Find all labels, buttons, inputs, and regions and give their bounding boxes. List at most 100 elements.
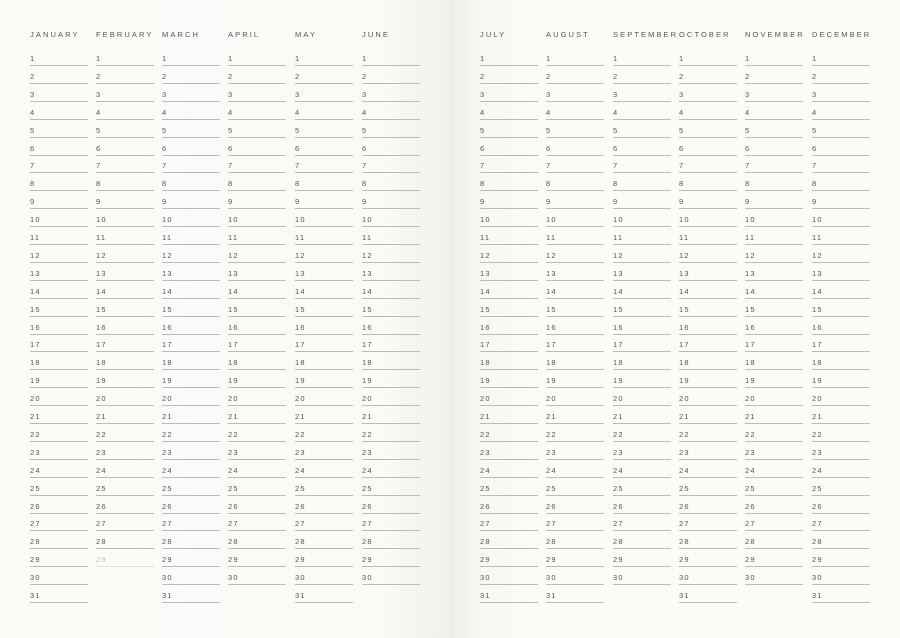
- day-entry-line[interactable]: 10: [812, 215, 870, 237]
- day-entry-line[interactable]: 1: [613, 54, 671, 76]
- day-entry-line[interactable]: 2: [613, 72, 671, 94]
- day-entry-line[interactable]: 25: [96, 484, 154, 506]
- day-entry-line[interactable]: 30: [228, 573, 286, 595]
- day-entry-line[interactable]: 13: [613, 269, 671, 291]
- day-entry-line[interactable]: 25: [30, 484, 88, 506]
- day-entry-line[interactable]: 9: [679, 197, 737, 219]
- day-entry-line[interactable]: 10: [162, 215, 220, 237]
- day-entry-line[interactable]: 20: [362, 394, 420, 416]
- day-entry-line[interactable]: 2: [745, 72, 803, 94]
- day-entry-line[interactable]: 18: [96, 358, 154, 380]
- day-entry-line[interactable]: 18: [362, 358, 420, 380]
- day-entry-line[interactable]: 24: [480, 466, 538, 488]
- day-entry-line[interactable]: 25: [679, 484, 737, 506]
- day-entry-line[interactable]: 28: [162, 537, 220, 559]
- day-entry-line[interactable]: 17: [546, 340, 604, 362]
- day-entry-line[interactable]: 23: [162, 448, 220, 470]
- day-entry-line[interactable]: 12: [812, 251, 870, 273]
- day-entry-line[interactable]: 14: [162, 287, 220, 309]
- day-entry-line[interactable]: 30: [812, 573, 870, 595]
- day-entry-line[interactable]: 3: [162, 90, 220, 112]
- day-entry-line[interactable]: 11: [96, 233, 154, 255]
- day-entry-line[interactable]: 26: [228, 502, 286, 524]
- day-entry-line[interactable]: 15: [162, 305, 220, 327]
- day-entry-line[interactable]: 16: [745, 323, 803, 345]
- day-entry-line[interactable]: 22: [295, 430, 353, 452]
- day-entry-line[interactable]: 28: [30, 537, 88, 559]
- day-entry-line[interactable]: 26: [679, 502, 737, 524]
- day-entry-line[interactable]: 2: [362, 72, 420, 94]
- day-entry-line[interactable]: 13: [745, 269, 803, 291]
- day-entry-line[interactable]: 15: [812, 305, 870, 327]
- day-entry-line[interactable]: 5: [228, 126, 286, 148]
- day-entry-line[interactable]: 21: [480, 412, 538, 434]
- day-entry-line[interactable]: 13: [96, 269, 154, 291]
- day-entry-line[interactable]: 28: [96, 537, 154, 559]
- day-entry-line[interactable]: 19: [679, 376, 737, 398]
- day-entry-line[interactable]: 10: [228, 215, 286, 237]
- day-entry-line[interactable]: 15: [228, 305, 286, 327]
- day-entry-line[interactable]: 22: [96, 430, 154, 452]
- day-entry-line[interactable]: 26: [295, 502, 353, 524]
- day-entry-line[interactable]: 5: [362, 126, 420, 148]
- day-entry-line[interactable]: 6: [228, 144, 286, 166]
- day-entry-line[interactable]: 18: [679, 358, 737, 380]
- day-entry-line[interactable]: 13: [30, 269, 88, 291]
- day-entry-line[interactable]: 5: [295, 126, 353, 148]
- day-entry-line[interactable]: 27: [162, 519, 220, 541]
- day-entry-line[interactable]: 8: [613, 179, 671, 201]
- day-entry-line[interactable]: 16: [96, 323, 154, 345]
- day-entry-line[interactable]: 19: [228, 376, 286, 398]
- day-entry-line[interactable]: 8: [30, 179, 88, 201]
- day-entry-line[interactable]: 11: [480, 233, 538, 255]
- day-entry-line[interactable]: 29: [480, 555, 538, 577]
- day-entry-line[interactable]: 28: [679, 537, 737, 559]
- day-entry-line[interactable]: 26: [362, 502, 420, 524]
- day-entry-line[interactable]: 11: [546, 233, 604, 255]
- day-entry-line[interactable]: 8: [96, 179, 154, 201]
- day-entry-line[interactable]: 7: [613, 161, 671, 183]
- day-entry-line[interactable]: 29: [295, 555, 353, 577]
- day-entry-line[interactable]: 21: [30, 412, 88, 434]
- day-entry-line[interactable]: 19: [96, 376, 154, 398]
- day-entry-line[interactable]: 3: [480, 90, 538, 112]
- day-entry-line[interactable]: 15: [679, 305, 737, 327]
- day-entry-line[interactable]: 22: [679, 430, 737, 452]
- day-entry-line[interactable]: 6: [362, 144, 420, 166]
- day-entry-line[interactable]: 30: [162, 573, 220, 595]
- day-entry-line[interactable]: 1: [162, 54, 220, 76]
- day-entry-line[interactable]: 7: [812, 161, 870, 183]
- day-entry-line[interactable]: 31: [679, 591, 737, 613]
- day-entry-line[interactable]: 29: [546, 555, 604, 577]
- day-entry-line[interactable]: 9: [546, 197, 604, 219]
- day-entry-line[interactable]: 10: [96, 215, 154, 237]
- day-entry-line[interactable]: 2: [30, 72, 88, 94]
- day-entry-line[interactable]: 9: [96, 197, 154, 219]
- day-entry-line[interactable]: 21: [546, 412, 604, 434]
- day-entry-line[interactable]: 4: [745, 108, 803, 130]
- day-entry-line[interactable]: 18: [745, 358, 803, 380]
- day-entry-line[interactable]: 5: [96, 126, 154, 148]
- day-entry-line[interactable]: 6: [613, 144, 671, 166]
- day-entry-line[interactable]: 20: [295, 394, 353, 416]
- day-entry-line[interactable]: 10: [679, 215, 737, 237]
- day-entry-line[interactable]: 13: [295, 269, 353, 291]
- day-entry-line[interactable]: 15: [295, 305, 353, 327]
- day-entry-line[interactable]: 17: [96, 340, 154, 362]
- day-entry-line[interactable]: 14: [812, 287, 870, 309]
- day-entry-line[interactable]: 24: [295, 466, 353, 488]
- day-entry-line[interactable]: 21: [812, 412, 870, 434]
- day-entry-line[interactable]: 24: [228, 466, 286, 488]
- day-entry-line[interactable]: 7: [228, 161, 286, 183]
- day-entry-line[interactable]: 29: [162, 555, 220, 577]
- day-entry-line[interactable]: 5: [546, 126, 604, 148]
- day-entry-line[interactable]: 27: [613, 519, 671, 541]
- day-entry-line[interactable]: 9: [162, 197, 220, 219]
- day-entry-line[interactable]: 11: [295, 233, 353, 255]
- day-entry-line[interactable]: 22: [162, 430, 220, 452]
- day-entry-line[interactable]: 6: [745, 144, 803, 166]
- day-entry-line[interactable]: 18: [162, 358, 220, 380]
- day-entry-line[interactable]: 20: [613, 394, 671, 416]
- day-entry-line[interactable]: 25: [228, 484, 286, 506]
- day-entry-line[interactable]: 16: [613, 323, 671, 345]
